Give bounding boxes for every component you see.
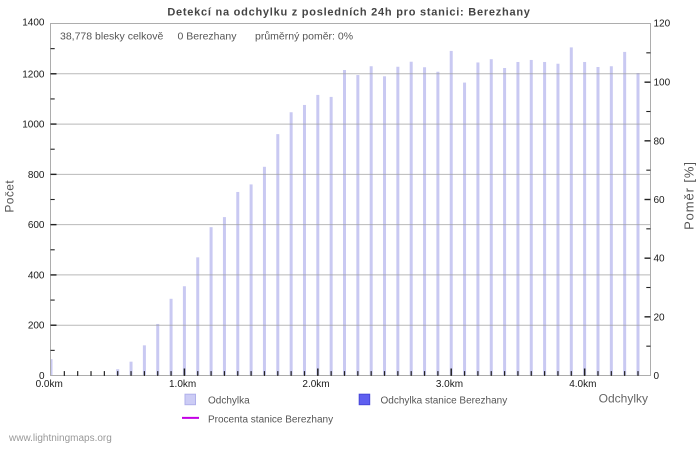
svg-text:Poměr [%]: Poměr [%] — [682, 161, 697, 230]
svg-text:38,778 blesky celkově: 38,778 blesky celkově — [60, 31, 163, 43]
svg-text:0: 0 — [654, 371, 660, 382]
svg-text:Počet: Počet — [2, 180, 16, 213]
svg-text:1200: 1200 — [22, 69, 45, 80]
svg-text:Detekcí na odchylku z poslední: Detekcí na odchylku z posledních 24h pro… — [167, 7, 530, 19]
svg-text:40: 40 — [654, 254, 666, 265]
svg-text:1.0km: 1.0km — [169, 379, 196, 390]
svg-text:2.0km: 2.0km — [302, 379, 329, 390]
svg-text:200: 200 — [28, 321, 45, 332]
svg-text:60: 60 — [654, 195, 666, 206]
svg-text:Odchylka: Odchylka — [208, 396, 250, 407]
svg-text:600: 600 — [28, 220, 45, 231]
svg-text:0 Berezhany: 0 Berezhany — [178, 31, 238, 43]
svg-text:0.0km: 0.0km — [36, 379, 63, 390]
svg-text:20: 20 — [654, 312, 666, 323]
svg-text:80: 80 — [654, 136, 666, 147]
svg-text:1000: 1000 — [22, 120, 45, 131]
svg-text:800: 800 — [28, 170, 45, 181]
svg-text:Odchylky: Odchylky — [599, 392, 648, 406]
svg-text:Odchylka stanice Berezhany: Odchylka stanice Berezhany — [381, 396, 508, 407]
svg-text:400: 400 — [28, 270, 45, 281]
svg-text:100: 100 — [654, 78, 671, 89]
svg-text:4.0km: 4.0km — [569, 379, 596, 390]
svg-text:1400: 1400 — [22, 18, 45, 29]
svg-text:Procenta stanice Berezhany: Procenta stanice Berezhany — [208, 414, 333, 425]
svg-text:www.lightningmaps.org: www.lightningmaps.org — [8, 433, 112, 444]
svg-text:průměrný poměr: 0%: průměrný poměr: 0% — [255, 31, 353, 43]
svg-text:3.0km: 3.0km — [436, 379, 463, 390]
svg-text:0: 0 — [39, 371, 45, 382]
svg-text:120: 120 — [654, 19, 671, 30]
